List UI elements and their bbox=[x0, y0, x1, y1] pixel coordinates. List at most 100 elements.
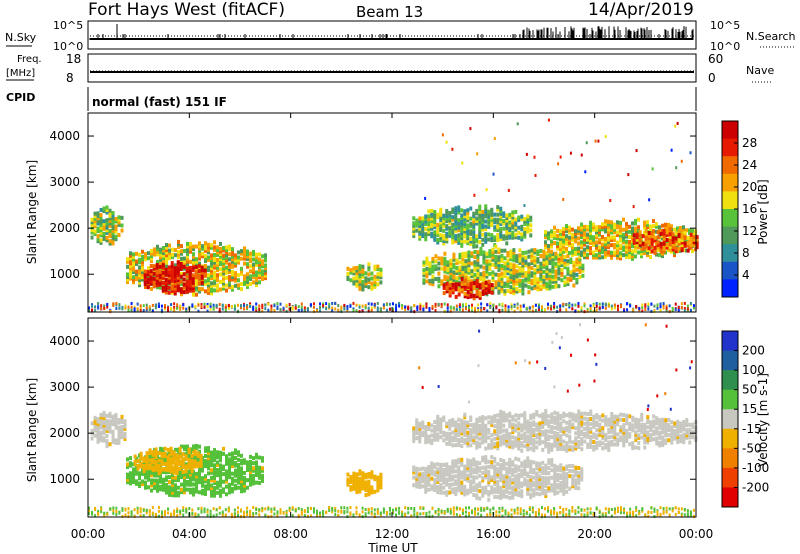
velocity-cell bbox=[160, 467, 164, 472]
power-cell bbox=[524, 283, 528, 288]
power-cell bbox=[164, 285, 168, 290]
power-cell bbox=[454, 282, 458, 287]
velocity-cell bbox=[478, 423, 482, 428]
power-cell bbox=[469, 127, 472, 131]
velocity-cell bbox=[108, 427, 112, 432]
velocity-cell bbox=[622, 412, 626, 417]
power-cell bbox=[686, 304, 689, 308]
power-cell bbox=[176, 306, 179, 310]
power-cell bbox=[500, 253, 504, 258]
power-cell bbox=[434, 266, 438, 271]
power-cell bbox=[479, 249, 483, 254]
power-cell bbox=[373, 267, 377, 272]
velocity-cell bbox=[454, 438, 458, 443]
velocity-cell bbox=[207, 466, 210, 471]
velocity-cell bbox=[439, 435, 443, 440]
velocity-cell bbox=[105, 418, 109, 423]
power-cell bbox=[542, 249, 546, 254]
power-cell bbox=[625, 234, 628, 239]
power-cell bbox=[228, 257, 231, 262]
power-cell bbox=[173, 288, 177, 293]
velocity-cell bbox=[661, 437, 665, 442]
power-cell bbox=[577, 249, 580, 254]
velocity-cell bbox=[187, 457, 191, 462]
power-cell bbox=[300, 308, 303, 312]
power-cell bbox=[505, 223, 509, 228]
power-cell bbox=[640, 246, 643, 251]
velocity-cell bbox=[508, 436, 512, 441]
power-cell bbox=[355, 276, 359, 281]
power-cell bbox=[201, 287, 204, 292]
velocity-cell bbox=[114, 415, 118, 420]
power-cell bbox=[610, 222, 613, 227]
power-cell bbox=[559, 236, 562, 241]
power-cell bbox=[433, 237, 437, 242]
power-cell bbox=[448, 221, 452, 226]
power-cell bbox=[641, 306, 644, 310]
velocity-cell bbox=[508, 411, 512, 416]
power-cell bbox=[279, 308, 282, 312]
power-cell bbox=[476, 152, 479, 156]
power-cell bbox=[373, 305, 376, 309]
power-cell bbox=[150, 256, 153, 261]
power-cell bbox=[542, 264, 546, 269]
velocity-cell bbox=[243, 458, 246, 463]
power-cell bbox=[255, 309, 258, 313]
velocity-cell bbox=[228, 472, 231, 477]
velocity-cell bbox=[111, 434, 115, 439]
power-cell bbox=[545, 266, 549, 271]
velocity-cell bbox=[616, 432, 620, 437]
power-cell bbox=[489, 302, 492, 306]
power-cell bbox=[539, 286, 543, 291]
velocity-cell bbox=[532, 443, 536, 448]
power-cell bbox=[210, 273, 213, 278]
power-cell bbox=[201, 251, 204, 256]
power-cell bbox=[574, 231, 577, 236]
velocity-cell bbox=[412, 475, 416, 480]
velocity-cell bbox=[604, 442, 608, 447]
power-cell bbox=[135, 272, 138, 277]
velocity-cell bbox=[469, 443, 473, 448]
velocity-cell bbox=[622, 438, 626, 443]
power-cell bbox=[527, 280, 531, 285]
power-cell bbox=[159, 257, 162, 262]
velocity-cell bbox=[493, 419, 497, 424]
power-cell bbox=[463, 209, 467, 214]
power-cell bbox=[494, 280, 498, 285]
power-cell bbox=[436, 238, 440, 243]
power-cell bbox=[494, 285, 498, 290]
velocity-cell bbox=[532, 427, 536, 432]
power-cell bbox=[434, 302, 437, 306]
velocity-cell bbox=[237, 480, 240, 485]
power-cell bbox=[518, 281, 522, 286]
power-cell bbox=[246, 254, 249, 259]
power-cell bbox=[473, 267, 477, 272]
velocity-cell bbox=[589, 439, 593, 444]
power-cell bbox=[198, 251, 201, 256]
velocity-cell bbox=[252, 461, 255, 466]
power-cell bbox=[484, 219, 488, 224]
power-cell bbox=[629, 304, 632, 308]
velocity-cell bbox=[412, 467, 416, 472]
velocity-cell bbox=[613, 427, 617, 432]
velocity-cell bbox=[145, 451, 149, 456]
power-cell bbox=[91, 303, 94, 307]
velocity-cell bbox=[517, 416, 521, 421]
power-cell bbox=[503, 273, 507, 278]
velocity-cell bbox=[562, 444, 566, 449]
velocity-cell bbox=[598, 415, 602, 420]
velocity-cell bbox=[580, 414, 584, 419]
nsearch-tick-top: 10^5 bbox=[710, 19, 740, 32]
power-cell bbox=[219, 252, 222, 257]
velocity-cell bbox=[90, 436, 94, 441]
velocity-cell bbox=[538, 423, 542, 428]
power-cell bbox=[218, 307, 221, 311]
velocity-cell bbox=[379, 477, 383, 482]
velocity-cell bbox=[108, 419, 112, 424]
velocity-cell bbox=[520, 425, 524, 430]
velocity-cell bbox=[574, 418, 578, 423]
velocity-cell bbox=[628, 424, 632, 429]
velocity-cell bbox=[96, 434, 100, 439]
power-cell bbox=[93, 214, 97, 219]
